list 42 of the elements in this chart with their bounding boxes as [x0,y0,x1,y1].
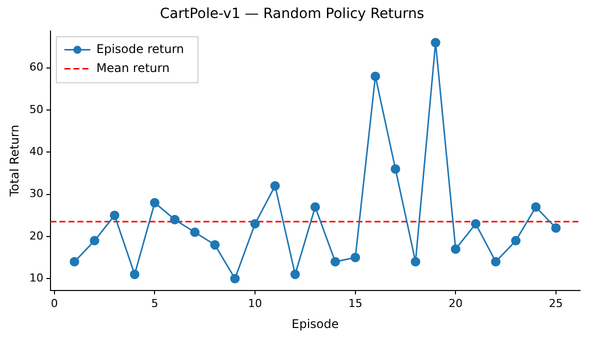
point [390,164,400,174]
point [270,181,280,191]
point [70,256,80,266]
legend-label: Mean return [96,60,170,75]
point [350,252,360,262]
point [190,227,200,237]
y-tick-label: 30 [29,187,44,200]
point [150,198,160,208]
point [210,240,220,250]
point [310,202,320,212]
point [370,72,380,82]
point [470,219,480,229]
point [290,270,300,280]
x-tick-label: 5 [151,296,158,310]
y-tick-label: 60 [29,60,44,74]
legend-label: Episode return [96,42,184,56]
x-tick-label: 20 [448,296,463,310]
point [490,256,500,266]
y-tick-label: 20 [29,229,44,242]
point [90,236,100,246]
point [430,38,440,48]
x-tick-label: 15 [348,296,362,310]
point [450,244,460,254]
chart-title: CartPole-v1 — Random Policy Returns [160,6,424,22]
point [330,256,340,266]
point [511,236,521,246]
x-tick-label: 25 [548,296,563,310]
point [170,214,180,224]
point [130,270,140,280]
x-tick-label: 10 [248,296,262,310]
point [410,256,420,266]
point [110,210,120,220]
x-tick-label: 0 [50,296,58,310]
point [250,219,260,229]
point [531,202,541,212]
y-axis-title: Total Return [7,124,22,198]
y-tick-label: 40 [29,145,44,158]
x-axis-title: Episode [292,316,339,331]
y-tick-label: 50 [29,102,44,116]
point [551,223,561,233]
y-tick-label: 10 [29,271,44,284]
point [230,274,240,284]
